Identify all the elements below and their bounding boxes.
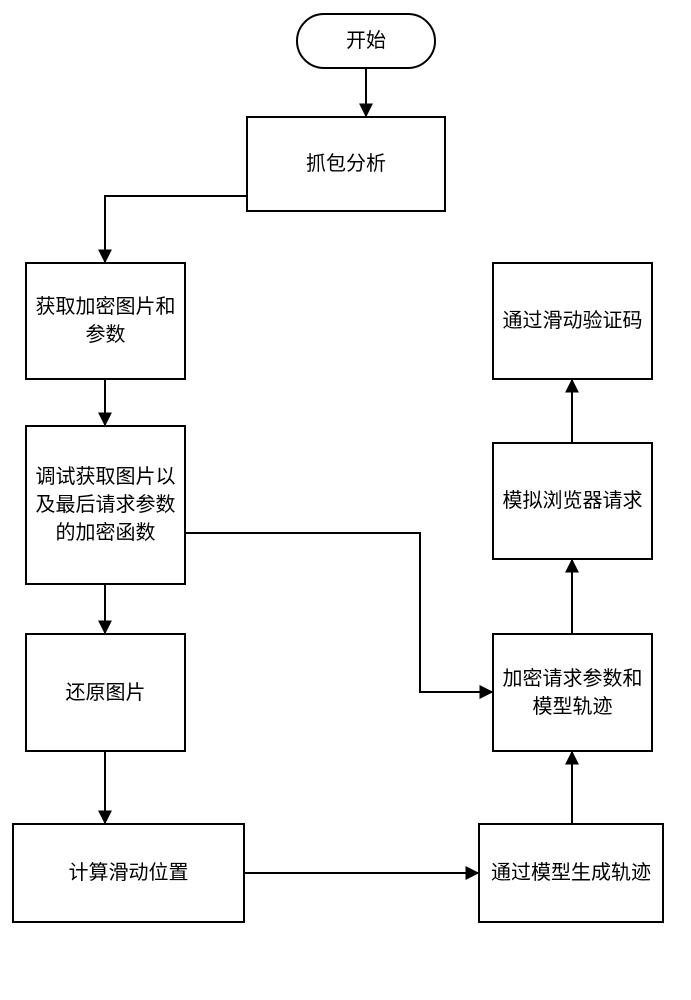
node-gentraj: 通过模型生成轨迹 (478, 823, 664, 923)
node-label: 模拟浏览器请求 (503, 487, 643, 515)
node-encrypt: 加密请求参数和模型轨迹 (492, 633, 653, 752)
node-label: 开始 (346, 27, 386, 55)
node-getimg: 获取加密图片和参数 (25, 262, 186, 380)
edge-debug-encrypt (186, 533, 492, 692)
node-label: 通过滑动验证码 (503, 307, 643, 335)
node-calcpos: 计算滑动位置 (12, 823, 245, 923)
node-simreq: 模拟浏览器请求 (492, 442, 653, 560)
node-start: 开始 (296, 13, 436, 69)
node-restore: 还原图片 (25, 633, 186, 752)
node-label: 通过模型生成轨迹 (491, 859, 651, 887)
node-label: 加密请求参数和模型轨迹 (500, 665, 645, 721)
node-capture: 抓包分析 (246, 116, 446, 212)
node-label: 获取加密图片和参数 (33, 293, 178, 349)
node-pass: 通过滑动验证码 (492, 262, 653, 380)
node-label: 计算滑动位置 (69, 859, 189, 887)
node-label: 还原图片 (66, 679, 146, 707)
node-debug: 调试获取图片以及最后请求参数的加密函数 (25, 425, 186, 585)
edge-capture-getimg (105, 196, 246, 262)
node-label: 调试获取图片以及最后请求参数的加密函数 (33, 463, 178, 547)
node-label: 抓包分析 (306, 150, 386, 178)
